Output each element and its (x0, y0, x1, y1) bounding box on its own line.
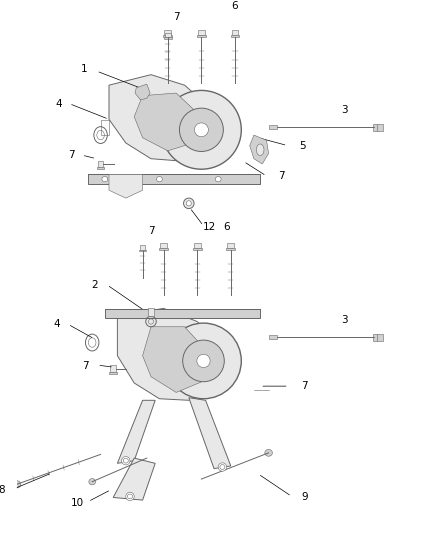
Ellipse shape (265, 449, 272, 456)
Bar (193, 248, 201, 250)
Polygon shape (117, 309, 214, 400)
Bar (165, 33, 170, 37)
Bar (269, 335, 277, 340)
Bar (373, 334, 383, 341)
Bar (373, 124, 383, 131)
Text: 4: 4 (55, 99, 62, 109)
Bar (194, 243, 201, 248)
Polygon shape (143, 327, 201, 392)
Bar (97, 167, 104, 169)
Bar (163, 35, 172, 37)
Ellipse shape (194, 123, 208, 136)
Bar (269, 125, 277, 130)
Bar (148, 308, 154, 316)
Ellipse shape (156, 176, 162, 182)
Bar (160, 243, 167, 248)
Text: 3: 3 (341, 315, 347, 325)
Bar (197, 35, 206, 37)
Text: 6: 6 (223, 222, 230, 232)
Ellipse shape (180, 108, 223, 151)
Ellipse shape (197, 354, 210, 368)
Ellipse shape (218, 463, 226, 471)
Ellipse shape (102, 176, 108, 182)
Bar (139, 249, 146, 251)
Bar (226, 248, 235, 250)
Bar (102, 120, 109, 135)
Text: 7: 7 (301, 381, 307, 391)
Text: 7: 7 (83, 361, 89, 371)
Text: 8: 8 (0, 484, 5, 495)
Polygon shape (134, 93, 193, 151)
Text: 7: 7 (173, 12, 180, 22)
Bar (164, 37, 172, 38)
Bar (198, 30, 205, 35)
Text: 12: 12 (203, 222, 216, 232)
Ellipse shape (215, 176, 221, 182)
Ellipse shape (162, 91, 241, 169)
Bar (88, 174, 260, 184)
Ellipse shape (186, 201, 191, 206)
Text: 2: 2 (91, 280, 98, 290)
Text: 7: 7 (148, 225, 154, 236)
Ellipse shape (126, 492, 134, 500)
Bar (110, 372, 117, 374)
Text: 3: 3 (341, 105, 347, 115)
Bar (159, 248, 168, 250)
Ellipse shape (183, 340, 224, 382)
Ellipse shape (184, 198, 194, 208)
Text: 10: 10 (71, 498, 84, 508)
Bar (110, 366, 116, 372)
Ellipse shape (166, 323, 241, 399)
Polygon shape (250, 135, 268, 164)
Bar (105, 310, 260, 318)
Polygon shape (113, 458, 155, 500)
Polygon shape (135, 84, 150, 100)
Text: 7: 7 (278, 171, 285, 181)
Ellipse shape (12, 481, 21, 488)
Text: 9: 9 (301, 492, 307, 503)
Text: 6: 6 (232, 2, 238, 11)
Polygon shape (189, 398, 231, 469)
Ellipse shape (256, 144, 264, 156)
Bar (231, 35, 239, 37)
Text: 5: 5 (299, 141, 306, 151)
Polygon shape (117, 400, 155, 463)
Text: 4: 4 (53, 319, 60, 329)
Text: 1: 1 (81, 64, 87, 75)
Ellipse shape (122, 456, 130, 465)
Bar (232, 30, 238, 35)
Bar (98, 160, 103, 167)
Bar (227, 243, 234, 248)
Polygon shape (109, 174, 143, 198)
Bar (140, 245, 145, 249)
Polygon shape (109, 75, 205, 161)
Bar (164, 30, 171, 35)
Text: 7: 7 (68, 150, 74, 160)
Ellipse shape (89, 479, 95, 485)
